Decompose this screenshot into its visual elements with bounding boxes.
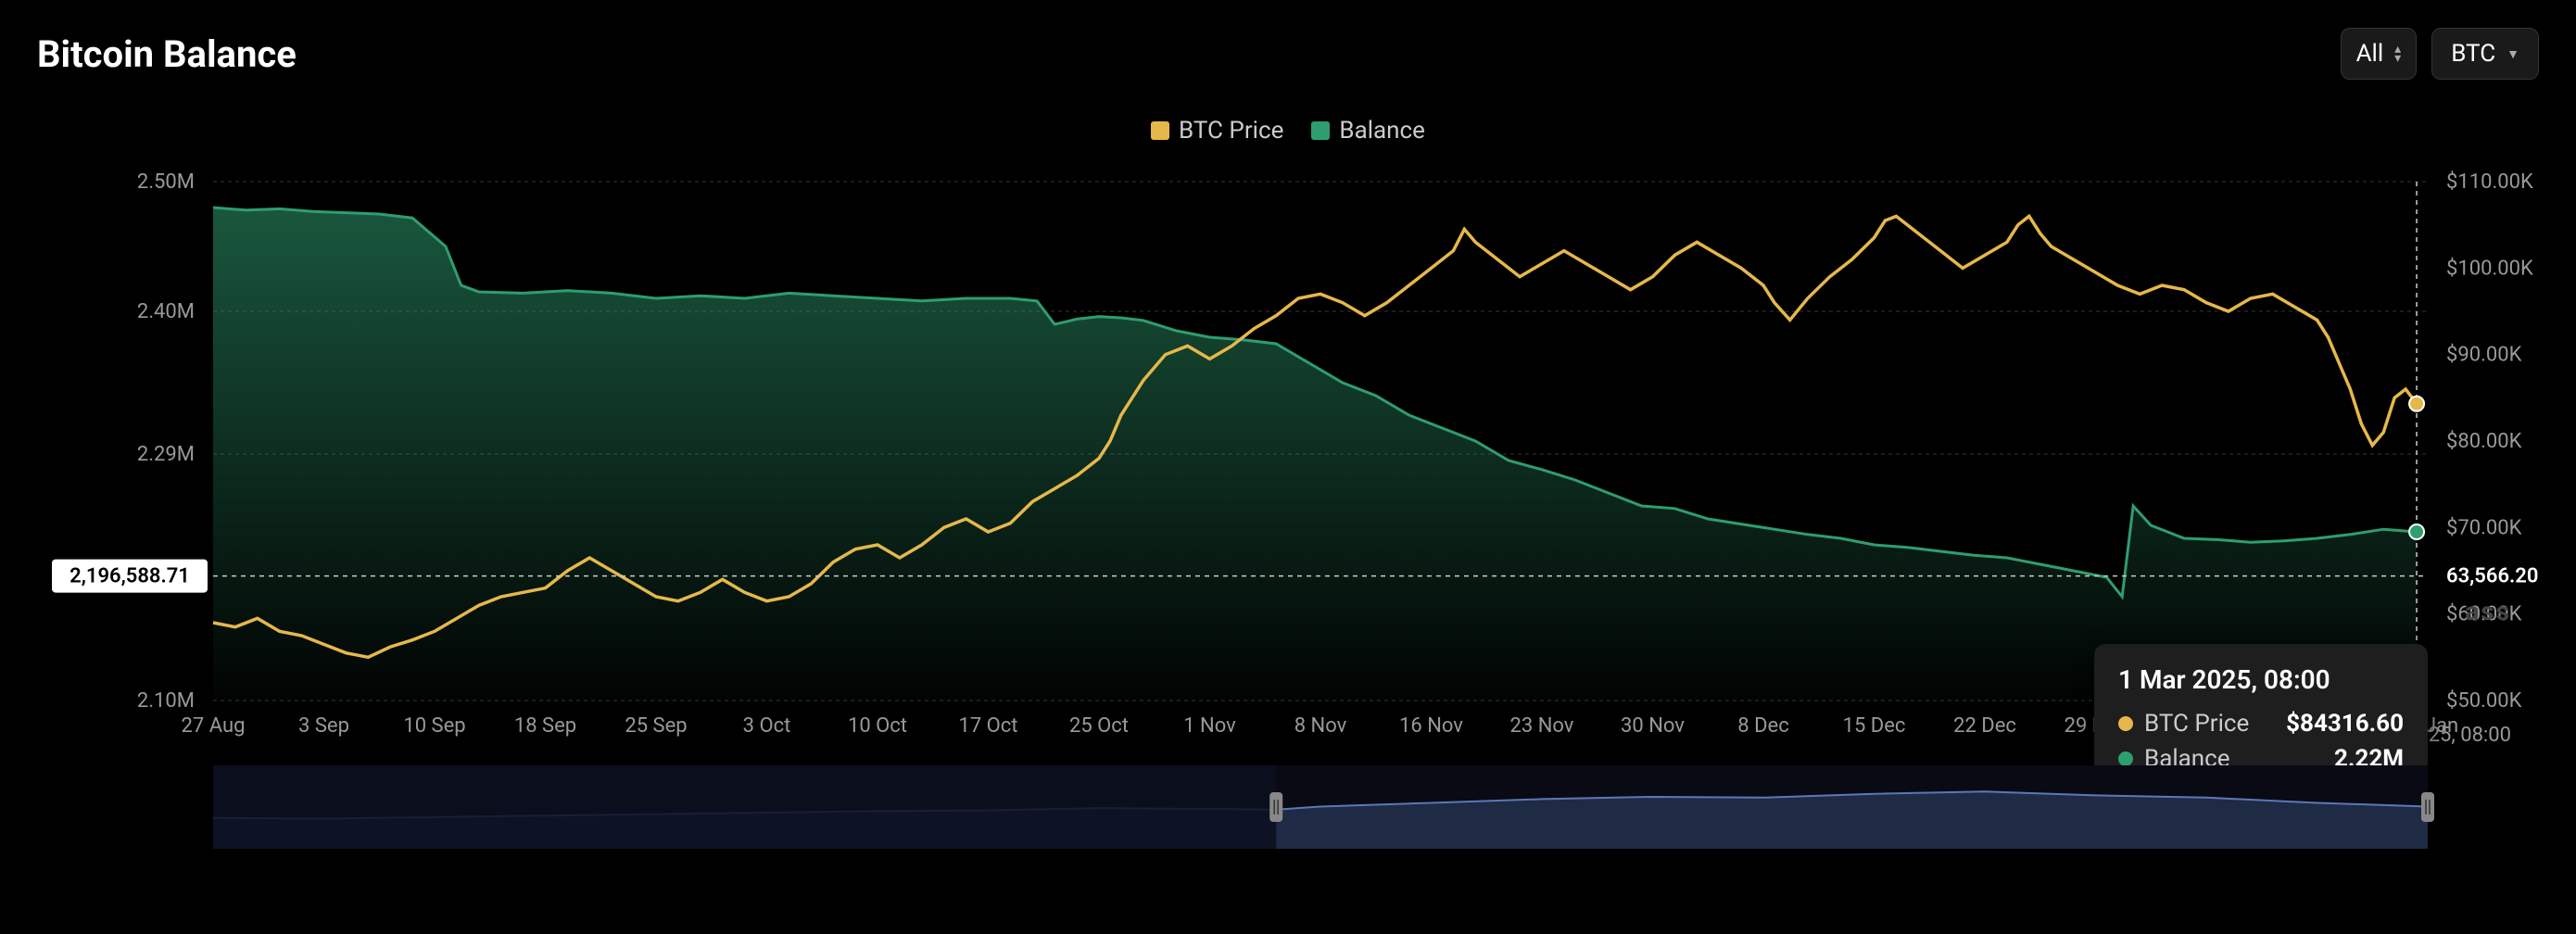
time-range-label: All [2356,40,2384,68]
svg-text:23 Nov: 23 Nov [1510,714,1574,738]
svg-text:3 Sep: 3 Sep [298,714,349,738]
svg-text:8 Dec: 8 Dec [1737,714,1788,738]
svg-text:$70.00K: $70.00K [2446,516,2522,539]
svg-text:2.50M: 2.50M [137,170,195,194]
legend-swatch-balance [1311,121,1330,140]
svg-text:2,196,588.71: 2,196,588.71 [69,565,190,588]
tooltip-price-label: BTC Price [2144,710,2249,738]
tooltip-date: 1 Mar 2025, 08:00 [2118,664,2404,695]
svg-text:16 Nov: 16 Nov [1399,714,1463,738]
legend-label-balance: Balance [1339,117,1425,145]
legend-item-price[interactable]: BTC Price [1151,117,1283,145]
svg-text:10 Sep: 10 Sep [403,714,465,738]
time-range-dropdown[interactable]: All ▴▾ [2341,28,2418,80]
svg-text:$90.00K: $90.00K [2446,344,2522,367]
svg-text:$110.00K: $110.00K [2446,170,2533,194]
svg-text:3 Oct: 3 Oct [743,714,791,738]
brush-svg [37,765,2539,849]
svg-text:22 Dec: 22 Dec [1953,714,2016,738]
svg-text:30 Nov: 30 Nov [1621,714,1685,738]
svg-text:2.29M: 2.29M [137,443,195,466]
svg-text:63,566.20: 63,566.20 [2446,565,2538,588]
svg-text:25 Oct: 25 Oct [1069,714,1129,738]
sort-icon: ▴▾ [2394,44,2401,63]
chart-legend: BTC Price Balance [37,117,2539,145]
svg-text:18 Sep: 18 Sep [514,714,576,738]
tooltip-price-value: $84316.60 [2286,710,2404,738]
svg-text:$100.00K: $100.00K [2446,257,2533,280]
svg-text:25 Sep: 25 Sep [625,714,687,738]
tooltip-row-price: BTC Price $84316.60 [2118,710,2404,738]
svg-text:8 Nov: 8 Nov [1294,714,1347,738]
chart-container: Bitcoin Balance All ▴▾ BTC ▼ BTC Price B… [0,0,2576,934]
tooltip-dot-price [2118,716,2133,731]
svg-text:17 Oct: 17 Oct [958,714,1017,738]
asset-label: BTC [2451,40,2495,68]
svg-text:2.40M: 2.40M [137,300,195,323]
svg-text:$80.00K: $80.00K [2446,430,2522,453]
chart-title: Bitcoin Balance [37,32,297,76]
svg-text:$50.00K: $50.00K [2446,689,2522,713]
chart-controls: All ▴▾ BTC ▼ [2341,28,2539,80]
chart-header: Bitcoin Balance All ▴▾ BTC ▼ [37,28,2539,80]
chevron-down-icon: ▼ [2507,46,2519,62]
tooltip-dot-balance [2118,751,2133,766]
svg-text:1 Nov: 1 Nov [1183,714,1236,738]
svg-text:2.10M: 2.10M [137,689,195,713]
svg-text:10 Oct: 10 Oct [848,714,907,738]
asset-dropdown[interactable]: BTC ▼ [2431,28,2539,80]
legend-item-balance[interactable]: Balance [1311,117,1425,145]
svg-text:15 Dec: 15 Dec [1843,714,1906,738]
legend-label-price: BTC Price [1179,117,1283,145]
svg-text:27 Aug: 27 Aug [182,714,246,738]
legend-swatch-price [1151,121,1169,140]
brush-selector[interactable] [37,765,2539,849]
main-chart[interactable]: 2.50M 2.40M 2.29M 2.10M $110.00K $100.00K $90.… [37,163,2539,756]
watermark: ass [2465,596,2511,626]
